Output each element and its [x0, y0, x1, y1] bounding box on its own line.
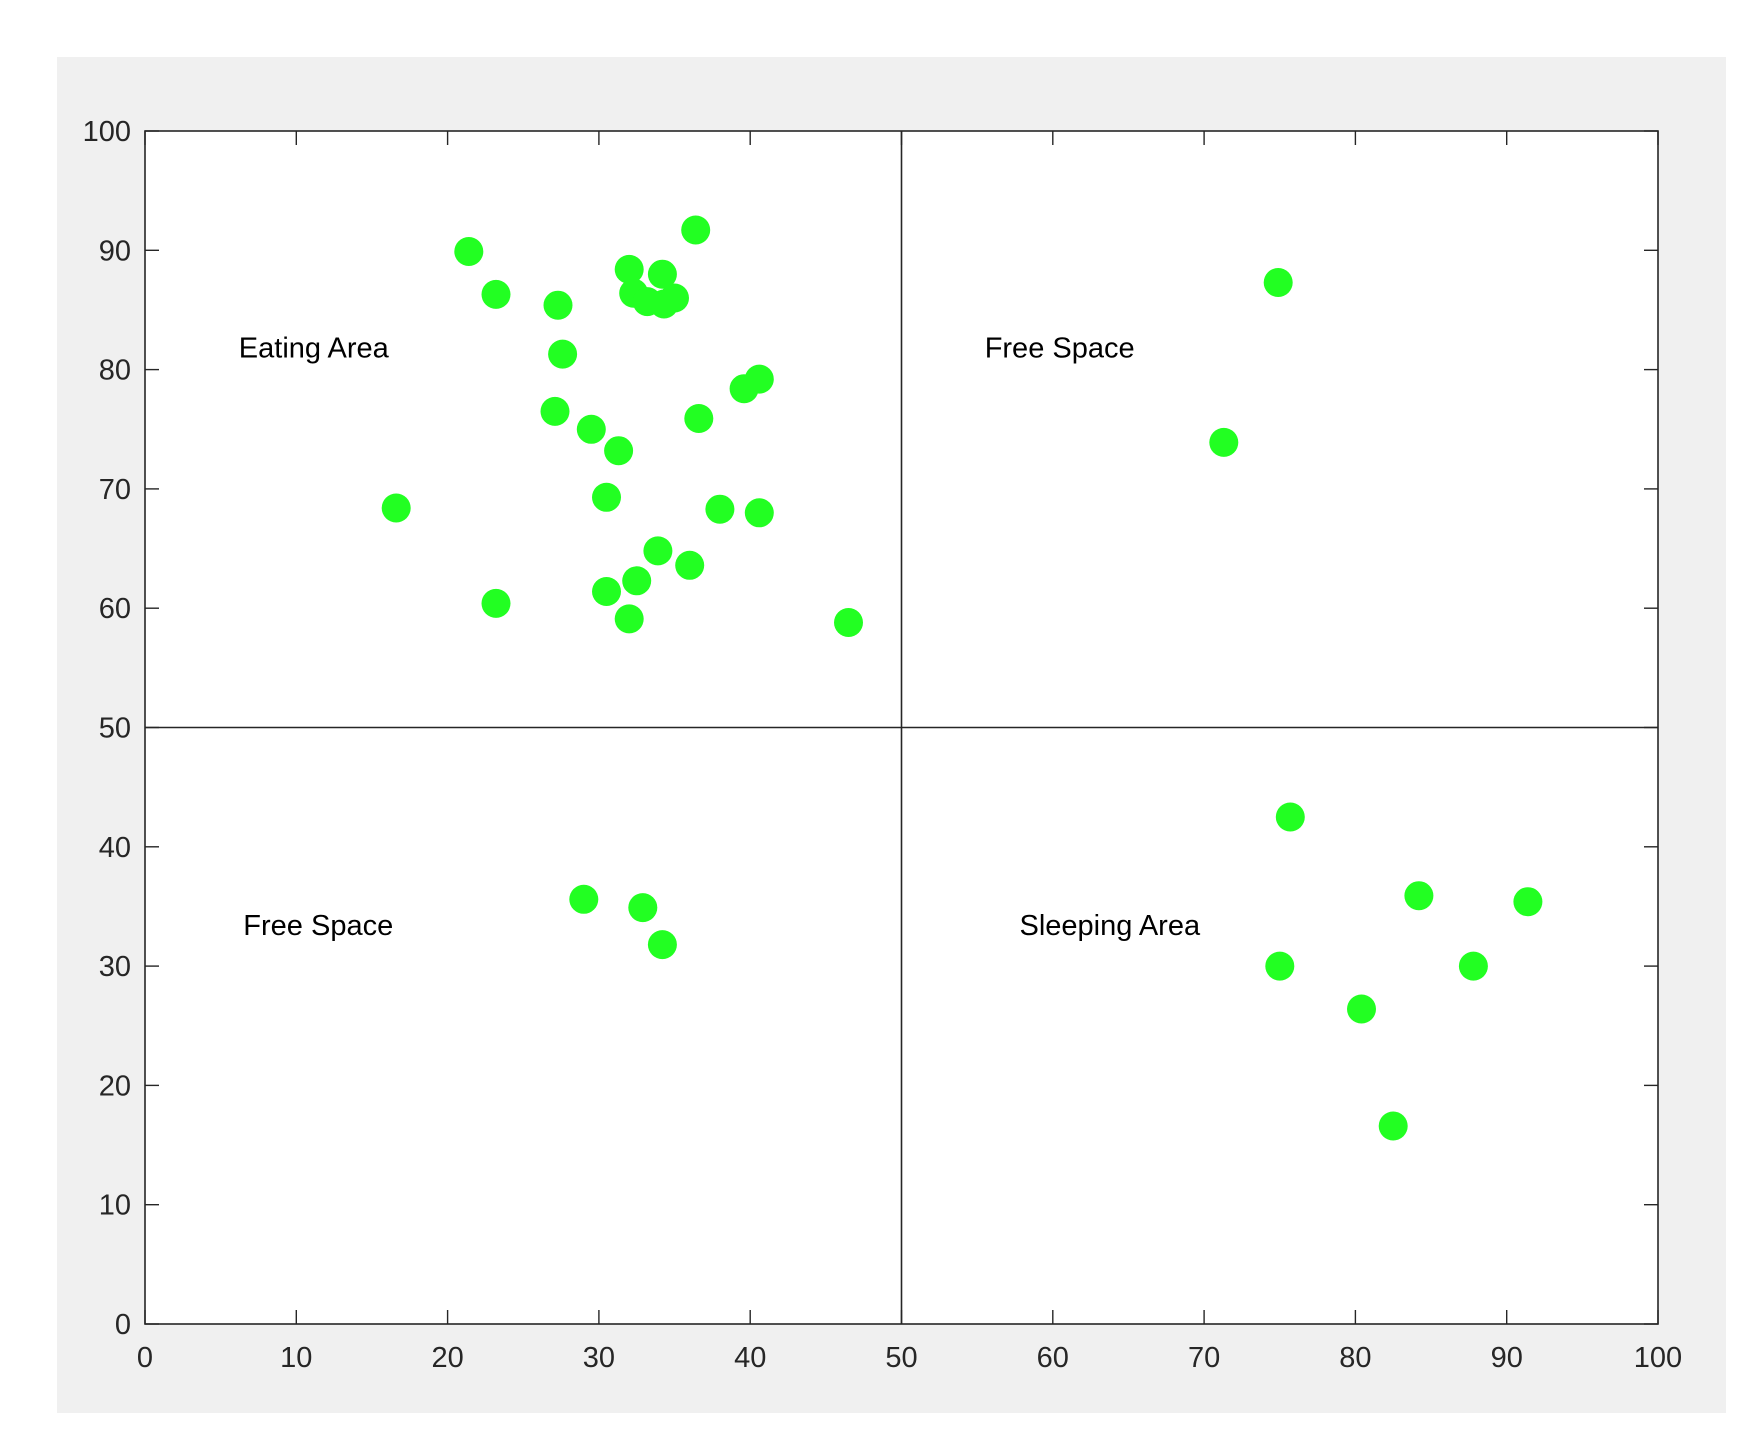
data-point [381, 493, 411, 523]
data-point [744, 498, 774, 528]
y-tick-label: 80 [99, 355, 131, 387]
data-point [454, 237, 484, 266]
data-point [481, 279, 511, 309]
data-points [381, 215, 1543, 1141]
data-point [744, 364, 774, 394]
data-point [548, 339, 578, 369]
y-tick-label: 60 [99, 593, 131, 625]
region-label: Sleeping Area [1020, 910, 1201, 942]
data-point [1265, 951, 1295, 981]
x-tick-label: 40 [734, 1342, 766, 1374]
data-point [681, 215, 711, 245]
data-point [705, 494, 735, 524]
data-point [569, 884, 599, 914]
axis-ticks [144, 130, 1659, 1325]
y-tick-label: 100 [83, 116, 131, 148]
data-point [684, 404, 714, 433]
data-point [614, 254, 644, 284]
x-tick-label: 20 [431, 1342, 463, 1374]
x-tick-label: 100 [1634, 1342, 1682, 1374]
data-point [675, 550, 705, 580]
data-point [1209, 427, 1239, 457]
y-tick-label: 90 [99, 235, 131, 267]
data-point [1263, 268, 1293, 297]
x-tick-label: 90 [1491, 1342, 1523, 1374]
x-tick-label: 80 [1339, 1342, 1371, 1374]
data-point [604, 436, 634, 466]
data-point [592, 482, 621, 512]
region-label: Free Space [985, 333, 1135, 365]
quadrant-divider-lines [145, 131, 1658, 1324]
data-point [622, 566, 652, 596]
y-tick-label: 10 [99, 1190, 131, 1222]
region-label: Eating Area [239, 333, 390, 365]
data-point [834, 608, 863, 637]
x-tick-label: 60 [1037, 1342, 1069, 1374]
data-point [647, 930, 677, 960]
y-tick-label: 0 [115, 1309, 131, 1341]
data-point [1404, 881, 1434, 911]
data-point [660, 283, 689, 313]
x-tick-label: 50 [885, 1342, 917, 1374]
data-point [1378, 1111, 1408, 1141]
axis-tick-labels: 0 10 20 30 40 50 60 70 80 90 100 0 10 20 30 40 50 60 70 80 9… [83, 116, 1683, 1374]
region-labels: Eating Area Free Space Free Space Sleeping … [239, 333, 1201, 942]
data-point [628, 893, 658, 923]
data-point [592, 577, 621, 606]
y-tick-label: 70 [99, 474, 131, 506]
data-point [1275, 802, 1305, 832]
x-tick-label: 10 [280, 1342, 312, 1374]
data-point [1513, 887, 1543, 917]
data-point [481, 588, 511, 618]
x-tick-label: 30 [583, 1342, 615, 1374]
data-point [647, 259, 677, 289]
x-tick-label: 70 [1188, 1342, 1220, 1374]
data-point [614, 604, 644, 634]
data-point [543, 290, 573, 320]
y-tick-label: 20 [99, 1070, 131, 1102]
y-tick-label: 50 [99, 713, 131, 745]
data-point [576, 414, 606, 444]
region-label: Free Space [243, 910, 393, 942]
data-point [540, 396, 570, 426]
y-tick-label: 30 [99, 951, 131, 983]
x-tick-label: 0 [137, 1342, 153, 1374]
data-point [1458, 951, 1488, 981]
data-point [1347, 994, 1376, 1024]
y-tick-label: 40 [99, 832, 131, 864]
data-point [643, 536, 673, 566]
